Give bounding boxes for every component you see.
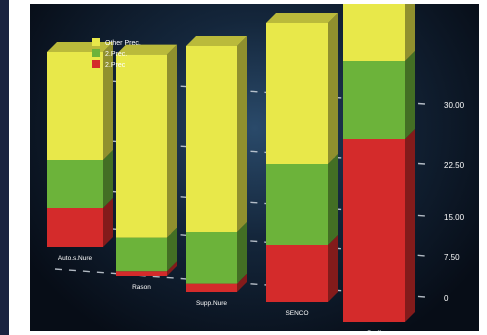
bar-segment	[186, 283, 237, 292]
legend-label: Other Prec.	[105, 40, 141, 47]
bar-segment-side	[237, 36, 247, 232]
bar-segment	[116, 54, 167, 238]
category-label: Auto.s.Nure	[58, 255, 93, 262]
y-tick-label: 30.00	[444, 101, 465, 110]
legend-label: 2.Prec	[105, 62, 126, 69]
bar-segment	[47, 160, 103, 208]
legend-swatch	[92, 38, 100, 46]
bar-segment	[266, 23, 328, 164]
y-tick-label: 22.50	[444, 161, 465, 170]
category-label: Supp.Nure	[196, 300, 227, 307]
bar-segment-side	[405, 51, 415, 139]
bar-segment-side	[405, 4, 415, 61]
legend-swatch	[92, 60, 100, 68]
bar-segment-side	[167, 261, 177, 276]
bar-segment	[343, 4, 405, 61]
bar-segment-side	[103, 198, 113, 247]
bar-segment	[186, 232, 237, 284]
bar-segment-side	[237, 273, 247, 292]
chart-frame: 0 7.50 15.00 22.50 30.00 Auto.s.Nure Rason Supp…	[30, 4, 479, 331]
bar-segment-side	[237, 222, 247, 284]
bar-segment-side	[328, 235, 338, 302]
stacked-bar-chart-3d: 0 7.50 15.00 22.50 30.00 Auto.s.Nure Rason Supp…	[47, 4, 465, 331]
bar-segment-side	[167, 44, 177, 238]
bar-top	[266, 13, 338, 23]
bar-segment-side	[405, 129, 415, 322]
bar-segment	[266, 164, 328, 245]
bar-segment	[116, 237, 167, 272]
category-label: Proff	[367, 330, 381, 331]
bar-top	[47, 42, 113, 52]
bar-segment-side	[103, 150, 113, 208]
left-border-strip	[0, 0, 9, 335]
bar-segment	[47, 208, 103, 247]
bar-segment	[47, 52, 103, 160]
bar-top	[116, 44, 177, 55]
bar-segment-side	[103, 42, 113, 160]
y-tick-label: 0	[444, 294, 449, 303]
bar-segment	[343, 139, 405, 322]
bar-segment-side	[167, 227, 177, 272]
legend-label: 2.Prec.	[105, 51, 127, 58]
bar-segment	[116, 271, 167, 276]
bar-segment	[343, 61, 405, 139]
bar-segment-side	[328, 154, 338, 245]
y-tick-label: 7.50	[444, 253, 460, 262]
bar-segment	[266, 245, 328, 302]
legend-swatch	[92, 49, 100, 57]
bar-segment-side	[328, 13, 338, 164]
bar-top	[186, 36, 247, 46]
bar-segment	[186, 46, 237, 232]
y-tick-label: 15.00	[444, 213, 465, 222]
category-label: Rason	[132, 284, 151, 291]
category-label: SENCO	[285, 310, 308, 317]
